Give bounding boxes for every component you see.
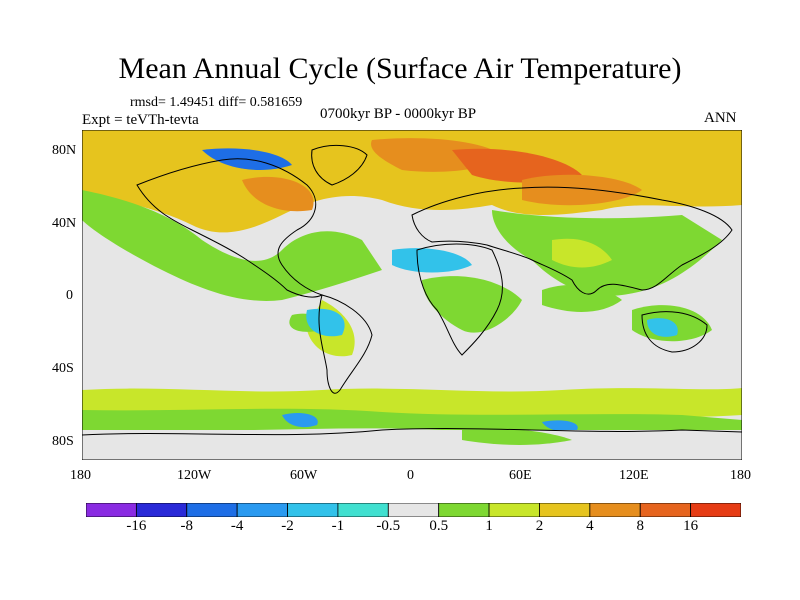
colorbar-swatch (186, 503, 238, 517)
greenland-coast (311, 144, 368, 186)
north-america-coast (136, 158, 324, 298)
colorbar-tick-label: -8 (180, 518, 194, 534)
period-label: 0700kyr BP - 0000kyr BP (320, 106, 477, 122)
eurasia-yellow (552, 238, 612, 268)
lon-label-60w: 60W (290, 468, 318, 483)
plot-title: Mean Annual Cycle (Surface Air Temperatu… (118, 52, 682, 85)
lon-label-180e: 180 (730, 468, 751, 483)
coastlines (82, 144, 742, 436)
colorbar-tick-label: -4 (230, 518, 244, 534)
colorbar-swatch (337, 503, 389, 517)
colorbar-tick-label: 8 (636, 518, 644, 534)
africa-coast (416, 243, 503, 356)
colorbar-tick-label: 2 (535, 518, 544, 534)
colorbar-tick-label: 0.5 (429, 518, 449, 534)
colorbar-tick-label: -1 (331, 518, 345, 534)
colorbar-tick-label: -16 (126, 518, 147, 534)
colorbar-swatch (639, 503, 692, 517)
antarctica-coast (82, 428, 742, 436)
colorbar-swatch (690, 503, 741, 517)
experiment-label: Expt = teVTh-tevta (82, 112, 199, 128)
colorbar (86, 503, 741, 517)
south-america-coast (318, 294, 373, 394)
stats-text: rmsd= 1.49451 diff= 0.581659 (130, 95, 303, 110)
eurasia-green (492, 210, 722, 296)
map-field (82, 130, 742, 460)
colorbar-tick-label: -2 (281, 518, 294, 534)
temperature-anomaly-map (82, 130, 742, 460)
lon-label-60e: 60E (509, 468, 532, 483)
antarctica-neutral (82, 430, 742, 460)
australia-coast (641, 311, 708, 353)
eurasia-coast (411, 186, 733, 295)
lat-label-40s: 40S (52, 361, 74, 376)
south-america-cold (306, 308, 345, 337)
canada-hot-region (242, 176, 314, 212)
colorbar-tick-label: -0.5 (376, 518, 401, 534)
antarctic-cold-b (542, 420, 578, 432)
colorbar-swatch (135, 503, 188, 517)
colorbar-tick-label: 1 (485, 518, 493, 534)
colorbar-swatch (287, 503, 339, 517)
lon-label-120e: 120E (619, 468, 649, 483)
lat-label-80s: 80S (52, 434, 74, 449)
africa-green (422, 276, 522, 333)
lon-label-0: 0 (407, 468, 414, 483)
lat-label-40n: 40N (52, 216, 77, 231)
colorbar-swatch (236, 503, 288, 517)
sahara-cold (392, 248, 472, 273)
colorbar-swatch (589, 503, 641, 517)
siberia-hot-region (522, 174, 642, 206)
season-label: ANN (704, 110, 737, 126)
lon-label-180w: 180 (70, 468, 91, 483)
north-america-green (82, 190, 382, 301)
antarctica-green (462, 428, 572, 445)
lon-label-120w: 120W (177, 468, 212, 483)
colorbar-tick-label: 16 (683, 518, 699, 534)
colorbar-swatch (488, 503, 540, 517)
colorbar-swatch (387, 503, 440, 517)
colorbar-tick-label: 4 (586, 518, 594, 534)
australia-cold (647, 318, 678, 337)
lat-label-equator: 0 (66, 288, 73, 303)
antarctic-cold-a (282, 413, 318, 428)
indian-ocean-green (542, 284, 622, 312)
colorbar-swatch (86, 503, 137, 517)
lat-label-80n: 80N (52, 143, 77, 158)
colorbar-swatch (539, 503, 591, 517)
colorbar-swatch (438, 503, 490, 517)
arctic-hot-region-b (452, 148, 582, 183)
